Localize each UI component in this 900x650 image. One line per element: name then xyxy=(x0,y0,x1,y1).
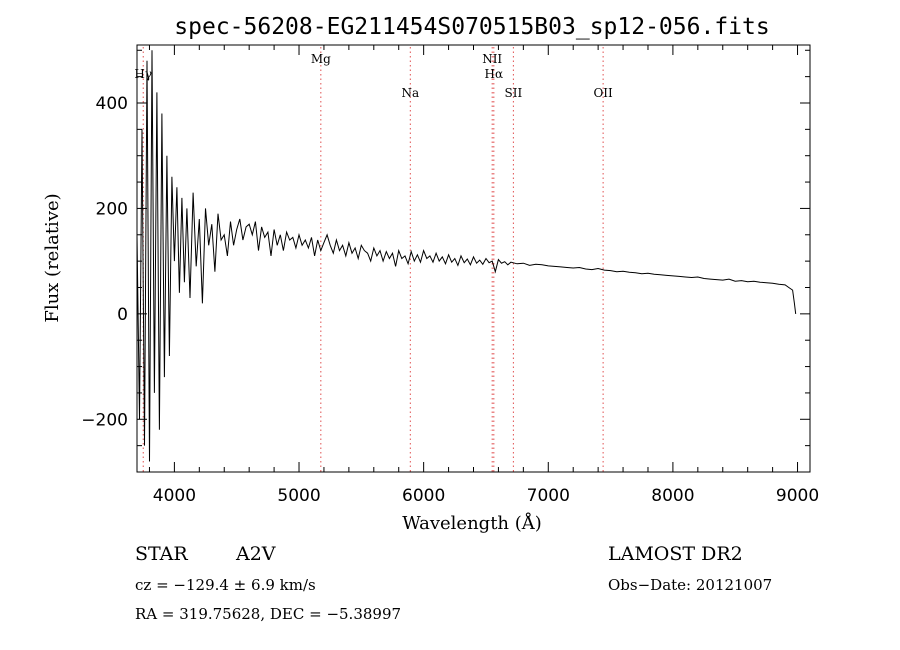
x-axis-ticks: 4000 5000 6000 7000 8000 9000 xyxy=(148,45,819,506)
x-tick-label: 4000 xyxy=(153,486,196,506)
x-axis-label: Wavelength (Å) xyxy=(402,512,542,534)
y-axis-ticks: −200 0 200 400 xyxy=(81,49,810,447)
x-tick-label: 5000 xyxy=(277,486,320,506)
plot-frame xyxy=(136,44,811,473)
spectrum-plot xyxy=(137,50,797,462)
x-tick-label: 7000 xyxy=(527,486,570,506)
redshift-velocity: cz = −129.4 ± 6.9 km/s xyxy=(135,576,316,594)
line-marker-label: Na xyxy=(401,86,419,100)
line-marker-label: Hγ xyxy=(134,67,152,81)
x-tick-label: 9000 xyxy=(776,486,819,506)
line-marker-label: Hα xyxy=(485,67,504,81)
line-marker-label: OII xyxy=(593,86,613,100)
y-tick-label: 400 xyxy=(96,94,128,114)
line-marker-label: NII xyxy=(482,52,502,66)
chart-title: spec-56208-EG211454S070515B03_sp12-056.f… xyxy=(174,14,769,40)
spectral-subclass: A2V xyxy=(235,543,276,565)
object-type: STAR xyxy=(135,543,188,565)
x-tick-label: 8000 xyxy=(651,486,694,506)
line-marker-label: SII xyxy=(505,86,523,100)
observation-date: Obs−Date: 20121007 xyxy=(608,576,772,594)
spectrum-line xyxy=(137,50,797,462)
line-marker-label: Mg xyxy=(311,52,331,66)
y-axis-label: Flux (relative) xyxy=(42,193,63,322)
y-tick-label: 0 xyxy=(117,305,128,325)
y-tick-label: −200 xyxy=(81,410,128,430)
x-tick-label: 6000 xyxy=(402,486,445,506)
y-tick-label: 200 xyxy=(96,199,128,219)
survey-name: LAMOST DR2 xyxy=(608,543,743,565)
sky-coordinates: RA = 319.75628, DEC = −5.38997 xyxy=(135,605,401,623)
